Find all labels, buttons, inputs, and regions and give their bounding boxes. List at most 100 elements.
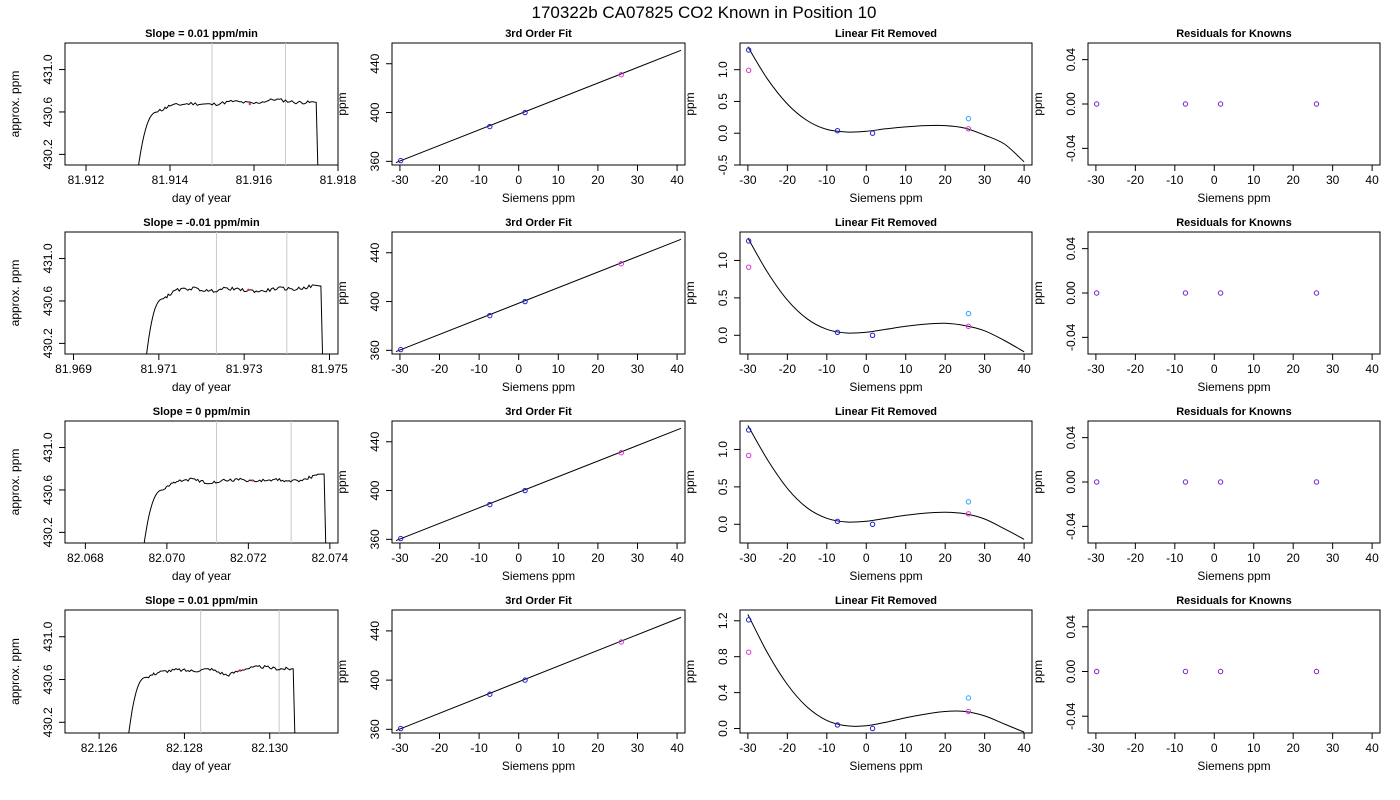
known-residual-point [1217,101,1224,107]
y-tick-label: -0.04 [1064,702,1078,730]
residual-point-magenta [745,452,752,459]
x-tick-label: -30 [739,173,757,187]
x-tick-label: 0 [863,173,870,187]
y-tick-label: 1.0 [716,441,730,458]
trace-center-mark [238,669,242,672]
x-tick-label: -30 [739,551,757,565]
y-tick-label: 440 [368,431,382,451]
panel-title: Residuals for Knowns [1176,406,1292,418]
fit-point-blue [522,487,528,494]
x-tick-label: -10 [1166,741,1184,755]
x-tick-label: 82.128 [166,741,203,755]
x-tick-label: 40 [1365,362,1379,376]
x-tick-label: 20 [939,741,953,755]
residual-point-magenta [965,126,972,132]
x-tick-label: 10 [1247,173,1261,187]
x-tick-label: 10 [899,551,913,565]
panel-grid: Slope = 0.01 ppm/min day of year approx. p… [8,28,1381,773]
y-axis-label: ppm [683,660,697,683]
panel-title: Slope = 0 ppm/min [153,406,251,418]
x-tick-label: 30 [1326,173,1340,187]
panel-residual_curve-3: Linear Fit Removed Siemens ppm ppm -30 -20 -1… [683,406,1033,583]
plot-frame [1087,420,1381,544]
y-axis-label: ppm [1031,660,1045,683]
x-tick-label: 20 [591,362,605,376]
x-tick-label: 20 [939,362,953,376]
panel-trace-2: Slope = -0.01 ppm/min day of year approx. … [8,217,348,394]
x-tick-label: 40 [670,362,684,376]
x-tick-label: -20 [1127,173,1145,187]
y-tick-label: -0.04 [1064,323,1078,351]
residual-point-blue [834,127,841,134]
y-tick-label: 430.6 [41,475,55,505]
x-tick-label: 30 [631,362,645,376]
residual-point-magenta [745,67,752,74]
co2-trace-line [128,664,296,733]
x-tick-label: 0 [863,551,870,565]
x-tick-label: 40 [1365,551,1379,565]
panel-title: Linear Fit Removed [835,595,937,607]
known-residual-point [1217,290,1224,296]
x-tick-label: 40 [670,173,684,187]
x-tick-label: -30 [391,173,409,187]
residual-point-blue [745,427,752,433]
y-tick-label: 440 [368,53,382,73]
x-tick-label: 30 [978,173,992,187]
x-tick-label: 20 [591,741,605,755]
x-tick-label: 82.068 [67,551,104,565]
fit-point-magenta [618,639,624,645]
plot-frame [739,609,1033,734]
residual-point-blue [869,725,876,732]
y-tick-label: 0.04 [1064,237,1078,261]
known-residual-point [1093,668,1100,675]
y-axis-label: ppm [1031,470,1045,493]
known-residual-point [1093,479,1100,485]
fit-point-blue [398,725,404,732]
y-axis-label: approx. ppm [8,449,22,516]
x-tick-label: 20 [591,551,605,565]
x-tick-label: 30 [1326,741,1340,755]
x-axis-label: Siemens ppm [849,759,922,773]
x-tick-label: 30 [631,551,645,565]
y-tick-label: 400 [368,670,382,690]
fit-point-blue [398,157,404,164]
plot-frame [1087,609,1381,734]
x-tick-label: -30 [739,741,757,755]
x-tick-label: 30 [978,362,992,376]
known-residual-point [1182,479,1189,485]
fit-point-blue [487,501,493,508]
y-axis-label: ppm [335,92,349,115]
known-residual-point [1313,479,1320,485]
x-axis-label: Siemens ppm [502,569,575,583]
panel-residuals-3: Residuals for Knowns Siemens ppm ppm -30 -20… [1031,406,1381,583]
plot-frame [739,231,1033,355]
panel-trace-1: Slope = 0.01 ppm/min day of year approx. p… [8,28,357,205]
residual-point-blue [745,238,752,244]
x-tick-label: 30 [631,173,645,187]
x-tick-label: 81.916 [236,173,273,187]
x-tick-label: 20 [939,173,953,187]
co2-trace-line [138,98,319,165]
y-tick-label: 0.0 [716,720,730,737]
y-tick-label: 0.04 [1064,615,1078,639]
fit-point-blue [398,346,404,353]
panel-title: Linear Fit Removed [835,406,937,418]
x-tick-label: -20 [431,362,449,376]
known-residual-point [1182,101,1189,107]
x-tick-label: -20 [779,362,797,376]
x-tick-label: 0 [515,741,522,755]
known-residual-point [1182,290,1189,296]
residual-point-blue [869,332,876,338]
x-tick-label: 81.971 [140,362,177,376]
y-tick-label: 430.2 [41,517,55,547]
x-tick-label: 81.914 [152,173,189,187]
y-tick-label: 0.04 [1064,48,1078,72]
plot-frame [64,420,339,544]
x-tick-label: -10 [818,551,836,565]
panel-trace-4: Slope = 0.01 ppm/min day of year approx. p… [8,595,339,773]
plot-frame [391,42,686,166]
panel-residual_curve-1: Linear Fit Removed Siemens ppm ppm -30 -20 -1… [683,28,1033,205]
x-tick-label: 20 [1287,362,1301,376]
x-tick-label: -30 [391,741,409,755]
y-tick-label: 0.04 [1064,426,1078,450]
